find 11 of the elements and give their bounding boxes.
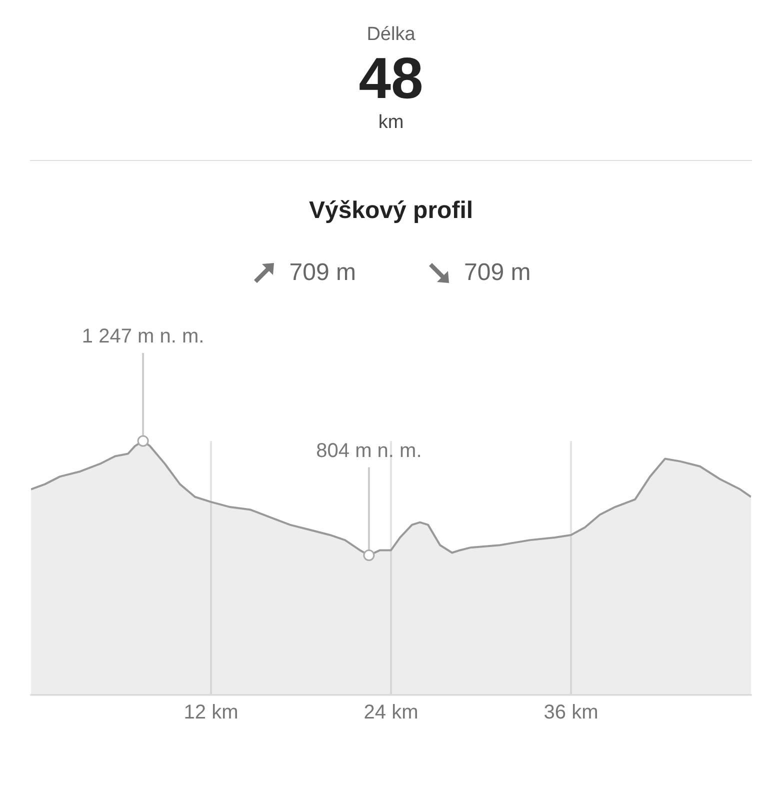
annotation: 1 247 m n. m. — [82, 326, 204, 348]
text: Délka — [366, 24, 416, 46]
x-tick-label: 36 km — [544, 702, 598, 724]
text: km — [377, 112, 405, 134]
text: 48 — [358, 46, 424, 112]
chart-title: Výškový profil — [308, 197, 474, 225]
text: 709 m — [288, 259, 356, 287]
annotation: 804 m n. m. — [316, 440, 422, 462]
x-tick-label: 24 km — [364, 702, 418, 724]
text: 709 m — [463, 259, 531, 287]
x-tick-label: 12 km — [184, 702, 238, 724]
